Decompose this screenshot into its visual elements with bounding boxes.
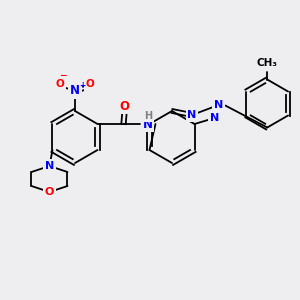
Text: O: O (45, 187, 54, 197)
Text: N: N (214, 100, 223, 110)
Text: N: N (188, 110, 196, 120)
Text: +: + (79, 80, 85, 89)
Text: O: O (85, 79, 94, 89)
Text: N: N (45, 161, 54, 171)
Text: CH₃: CH₃ (257, 58, 278, 68)
Text: H: H (145, 111, 153, 121)
Text: N: N (210, 113, 219, 123)
Text: O: O (56, 79, 64, 89)
Text: O: O (119, 100, 130, 112)
Text: −: − (59, 71, 67, 80)
Text: N: N (142, 118, 152, 130)
Text: N: N (70, 85, 80, 98)
